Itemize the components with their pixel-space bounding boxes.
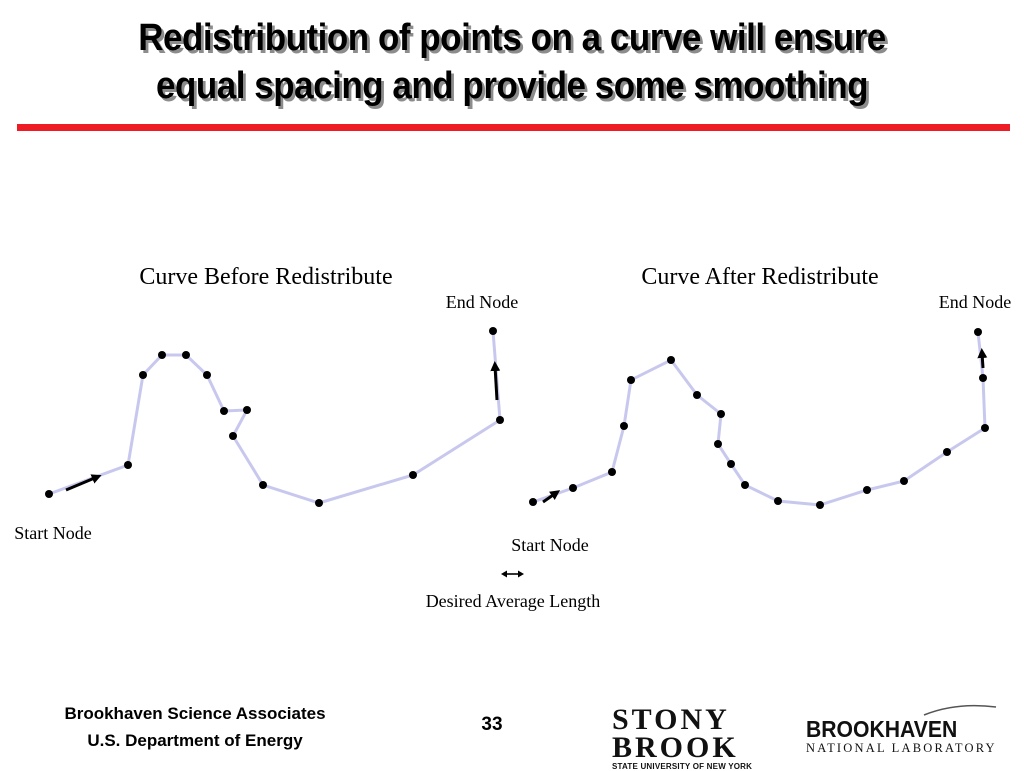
brookhaven-lab-logo: BROOKHAVEN NATIONAL LABORATORY: [806, 704, 1006, 755]
page-number: 33: [481, 714, 503, 735]
stony-brook-logo-line-1: STONY: [612, 703, 730, 736]
brookhaven-logo-subtitle: NATIONAL LABORATORY: [806, 741, 997, 755]
after-curve: [529, 328, 989, 509]
brookhaven-swoosh-icon: [923, 704, 997, 716]
stony-brook-logo-line-2: BROOK: [612, 731, 739, 764]
before-end-arrow: [490, 361, 501, 401]
node: [943, 448, 951, 456]
stony-brook-logo: STONY BROOK STATE UNIVERSITY OF NEW YORK: [612, 703, 766, 771]
node: [863, 486, 871, 494]
node: [727, 460, 735, 468]
node: [569, 484, 577, 492]
node: [496, 416, 504, 424]
desired-length-label: Desired Average Length: [426, 591, 601, 611]
footer-org-line-2: U.S. Department of Energy: [87, 731, 303, 750]
before-curve: [45, 327, 504, 507]
node: [243, 406, 251, 414]
stony-brook-logo-subtitle: STATE UNIVERSITY OF NEW YORK: [612, 762, 753, 771]
node: [220, 407, 228, 415]
before-end-label: End Node: [446, 292, 518, 312]
node: [203, 371, 211, 379]
after-start-label: Start Node: [511, 535, 588, 555]
node: [741, 481, 749, 489]
title-divider: [17, 124, 1010, 131]
footer-org-line-1: Brookhaven Science Associates: [64, 704, 326, 723]
node: [981, 424, 989, 432]
node: [816, 501, 824, 509]
node: [529, 498, 537, 506]
node: [229, 432, 237, 440]
node: [627, 376, 635, 384]
after-start-arrow: [542, 490, 561, 504]
node: [489, 327, 497, 335]
brookhaven-logo-wordmark: BROOKHAVEN: [806, 716, 958, 742]
slide-title: Redistribution of points on a curve will…: [41, 14, 983, 110]
after-end-arrow: [977, 348, 988, 369]
node: [158, 351, 166, 359]
desired-length-arrow: [501, 570, 524, 578]
node: [974, 328, 982, 336]
node: [608, 468, 616, 476]
after-end-label: End Node: [939, 292, 1011, 312]
footer-organization: Brookhaven Science Associates U.S. Depar…: [40, 700, 350, 754]
node: [900, 477, 908, 485]
node: [139, 371, 147, 379]
before-curve-line: [48, 330, 502, 505]
node: [979, 374, 987, 382]
before-start-arrow: [65, 474, 102, 492]
node: [667, 356, 675, 364]
after-curve-nodes: [529, 328, 989, 509]
before-heading: Curve Before Redistribute: [139, 264, 392, 290]
node: [714, 440, 722, 448]
slide-title-line-1: Redistribution of points on a curve will…: [138, 17, 886, 59]
after-curve-line: [532, 331, 987, 507]
after-heading: Curve After Redistribute: [641, 264, 878, 290]
node: [717, 410, 725, 418]
node: [124, 461, 132, 469]
node: [774, 497, 782, 505]
node: [315, 499, 323, 507]
node: [620, 422, 628, 430]
node: [45, 490, 53, 498]
node: [259, 481, 267, 489]
node: [693, 391, 701, 399]
slide-title-line-2: equal spacing and provide some smoothing: [156, 65, 868, 107]
before-curve-nodes: [45, 327, 504, 507]
node: [409, 471, 417, 479]
node: [182, 351, 190, 359]
before-start-label: Start Node: [14, 523, 91, 543]
